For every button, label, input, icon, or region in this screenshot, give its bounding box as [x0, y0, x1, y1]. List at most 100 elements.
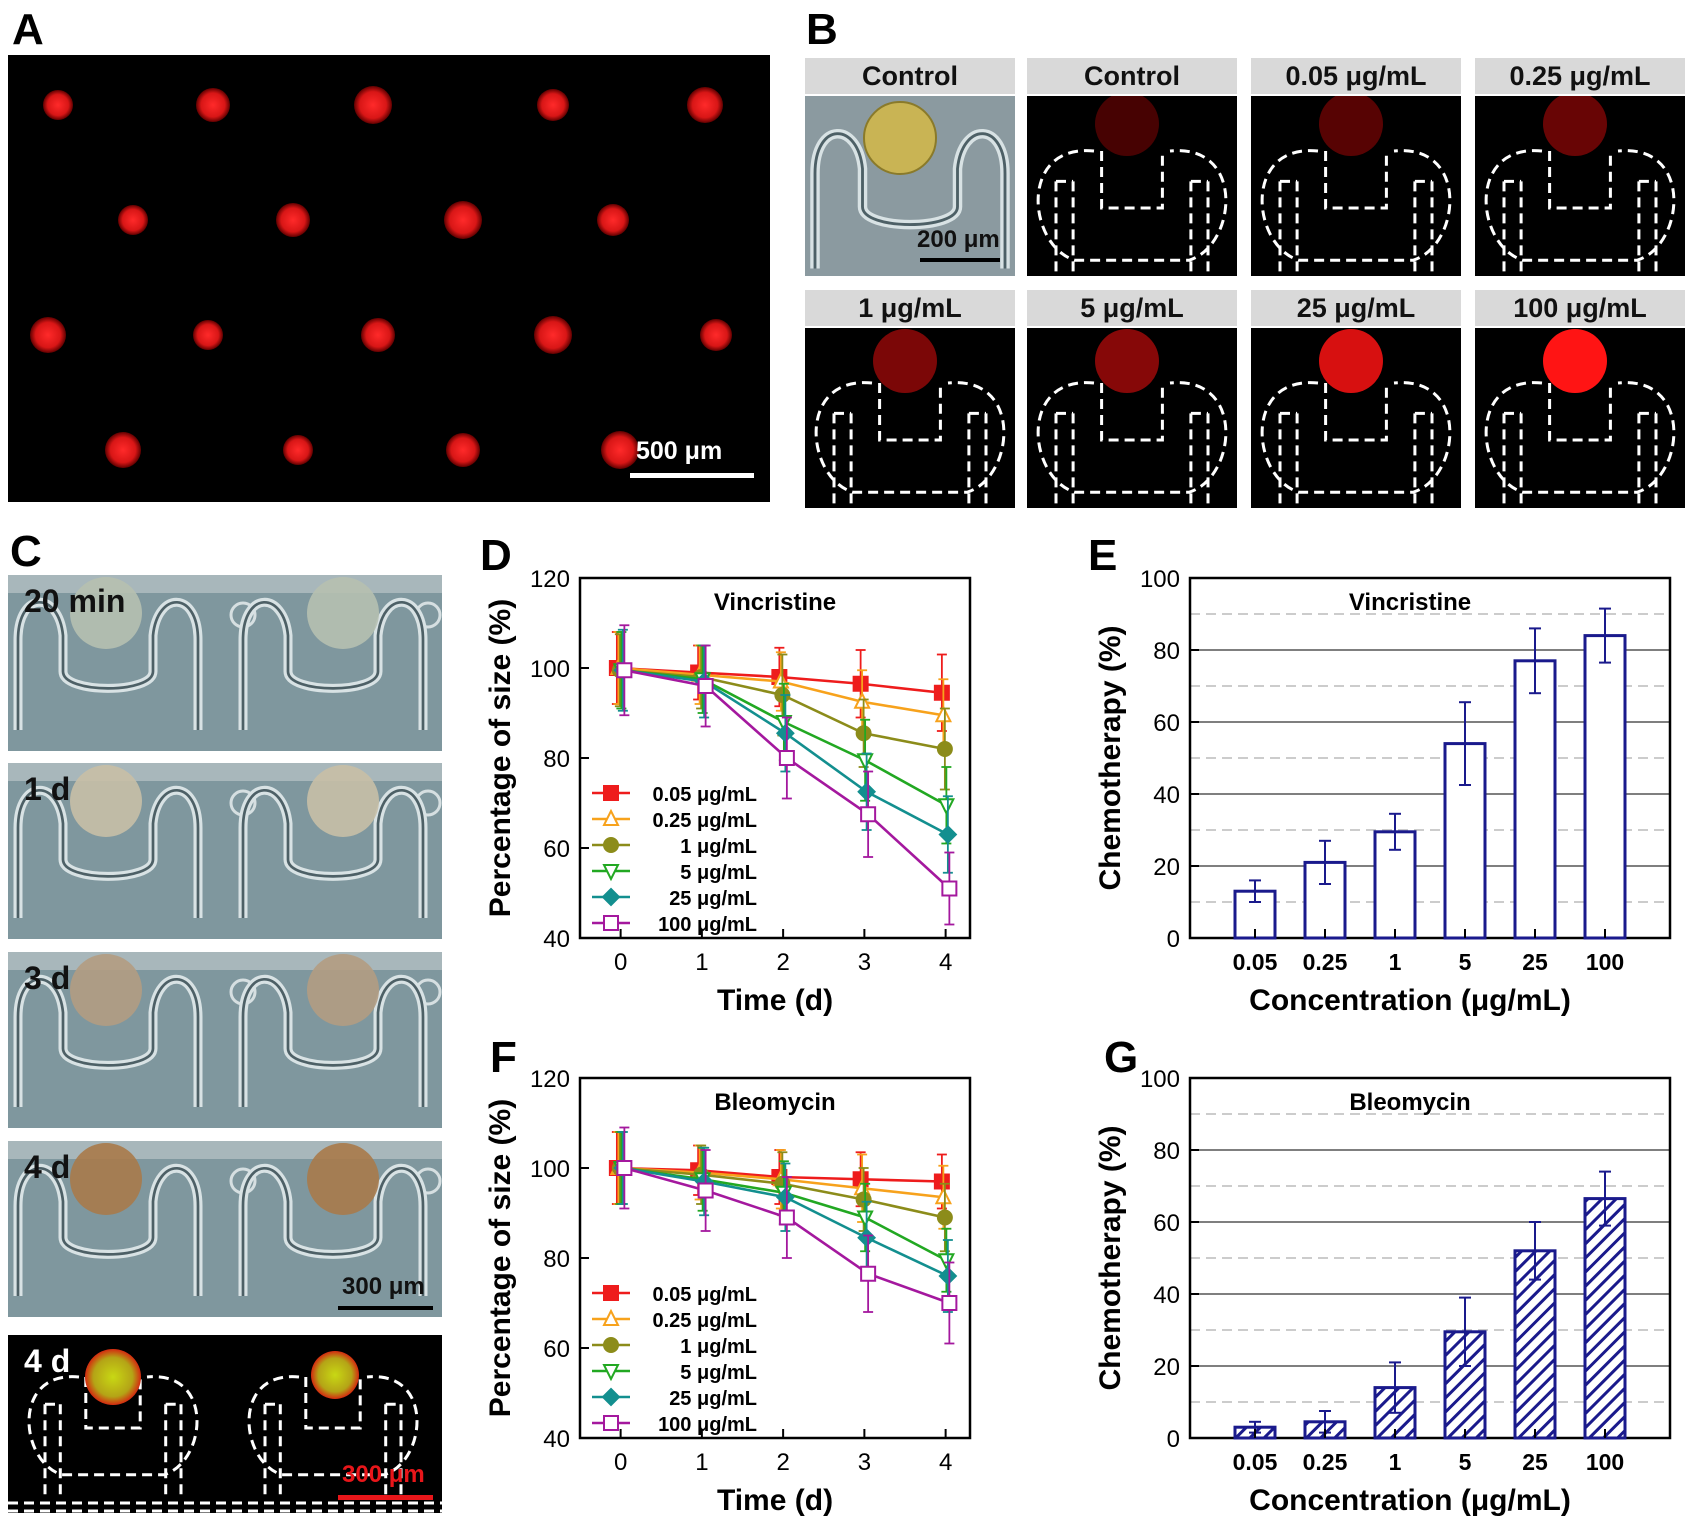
- spheroid: [1543, 329, 1607, 393]
- scale-bar: [338, 1495, 433, 1500]
- trap-wall-edge: [16, 788, 200, 918]
- y-tick-label: 40: [543, 926, 570, 953]
- panel-c-time-label: 20 min: [24, 583, 126, 619]
- legend-label: 0.05 μg/mL: [653, 784, 758, 806]
- data-point: [934, 705, 952, 723]
- panel-b-caption: 0.25 μg/mL: [1475, 58, 1685, 94]
- channel-wall: [8, 1141, 442, 1159]
- trap-outline: [814, 381, 1006, 508]
- series-0: 0.05 μg/mL: [592, 1131, 950, 1306]
- y-tick-label: 100: [1140, 1066, 1180, 1093]
- spheroid: [354, 86, 392, 124]
- series-5: 100 μg/mL: [592, 624, 958, 936]
- legend-label: 0.25 μg/mL: [653, 810, 758, 832]
- scale-bar: [920, 258, 1000, 262]
- trap-wall-edge: [241, 977, 425, 1107]
- legend-label: 1 μg/mL: [680, 836, 757, 858]
- panel-b-scale-bar-label: 200 μm: [917, 226, 1000, 253]
- spheroid: [307, 577, 379, 649]
- spheroid: [196, 88, 230, 122]
- legend-label: 25 μg/mL: [669, 1388, 757, 1410]
- y-tick-label: 40: [1153, 782, 1180, 809]
- panel-c-brightfield-image: 1 d: [8, 763, 442, 939]
- panel-b-image-svg: [1036, 96, 1228, 276]
- trap-wall-edge: [241, 600, 425, 730]
- y-tick-label: 40: [543, 1426, 570, 1453]
- panel-b-caption: 5 μg/mL: [1027, 290, 1237, 326]
- spheroid: [1319, 329, 1383, 393]
- spheroid: [30, 317, 66, 353]
- y-tick-label: 80: [543, 1246, 570, 1273]
- y-tick-label: 120: [530, 1066, 570, 1093]
- trap-outline: [1260, 149, 1452, 276]
- x-tick-label: 5: [1459, 949, 1472, 975]
- panel-a-letter: A: [12, 5, 44, 54]
- spheroid: [537, 89, 569, 121]
- scale-bar: [338, 1306, 433, 1310]
- y-tick-label: 60: [1153, 710, 1180, 737]
- data-point: [603, 915, 619, 931]
- panel-b-caption: 1 μg/mL: [805, 290, 1015, 326]
- x-tick-label: 1: [1389, 1449, 1402, 1475]
- spheroid: [307, 1143, 379, 1215]
- spheroid: [307, 765, 379, 837]
- data-point: [856, 1210, 874, 1228]
- y-tick-label: 100: [1140, 566, 1180, 593]
- panel-b-fluorescence-image: [1027, 96, 1237, 276]
- spheroid: [118, 205, 148, 235]
- panel-b-image-svg: [810, 101, 1010, 269]
- spheroid: [311, 1351, 359, 1399]
- spheroid: [534, 316, 572, 354]
- trap-outline: [247, 1375, 419, 1496]
- trap-wall-edge: [16, 1166, 200, 1296]
- trap-wall-edge: [241, 1166, 425, 1296]
- spheroid: [700, 319, 732, 351]
- y-tick-label: 20: [1153, 1354, 1180, 1381]
- panel-b-caption: Control: [805, 58, 1015, 94]
- chart-title: Bleomycin: [1349, 1089, 1470, 1116]
- spheroid: [1319, 96, 1383, 156]
- x-tick-label: 0: [614, 949, 627, 976]
- trap-outline: [1484, 149, 1676, 276]
- data-point: [933, 684, 950, 701]
- trap-outline: [1484, 381, 1676, 508]
- legend-label: 5 μg/mL: [680, 862, 757, 884]
- x-tick-label: 25: [1522, 1449, 1548, 1475]
- x-tick-label: 1: [1389, 949, 1402, 975]
- data-point: [616, 1160, 633, 1176]
- x-tick-label: 0: [614, 1449, 627, 1476]
- spheroid: [70, 577, 142, 649]
- spheroid: [70, 954, 142, 1026]
- y-axis-label: Chemotherapy (%): [1094, 1125, 1127, 1390]
- y-tick-label: 60: [1153, 1210, 1180, 1237]
- y-tick-label: 80: [1153, 638, 1180, 665]
- series-1: 0.25 μg/mL: [592, 631, 952, 832]
- series-0: 0.05 μg/mL: [592, 631, 950, 806]
- x-axis-label: Concentration (μg/mL): [1249, 984, 1571, 1017]
- x-axis-label: Concentration (μg/mL): [1249, 1484, 1571, 1517]
- data-point: [603, 837, 619, 853]
- x-tick-label: 3: [858, 1449, 871, 1476]
- data-point: [853, 691, 871, 709]
- panel-a-scale-bar-label: 500 μm: [636, 437, 723, 465]
- bar: [1583, 634, 1627, 940]
- panel-c-time-label: 3 d: [24, 960, 71, 996]
- chart-title: Vincristine: [1349, 589, 1471, 616]
- data-point: [857, 782, 877, 802]
- panel-b-fluorescence-image: [1251, 96, 1461, 276]
- spheroid: [687, 87, 723, 123]
- trap-wall-edge: [16, 600, 200, 730]
- data-point: [938, 825, 958, 844]
- panel-b-image-svg: [814, 329, 1006, 508]
- panel-c-scale-bar-label: 300 μm: [342, 1461, 425, 1488]
- series-1: 0.25 μg/mL: [592, 1131, 952, 1332]
- panel-c-time-label: 4 d: [24, 1343, 71, 1379]
- chart-title: Vincristine: [714, 589, 836, 616]
- spheroid: [43, 90, 73, 120]
- y-tick-label: 80: [543, 746, 570, 773]
- spheroid: [873, 329, 937, 393]
- bar: [1513, 659, 1557, 940]
- x-tick-label: 4: [939, 949, 952, 976]
- chart-title: Bleomycin: [714, 1089, 835, 1116]
- data-point: [697, 678, 714, 694]
